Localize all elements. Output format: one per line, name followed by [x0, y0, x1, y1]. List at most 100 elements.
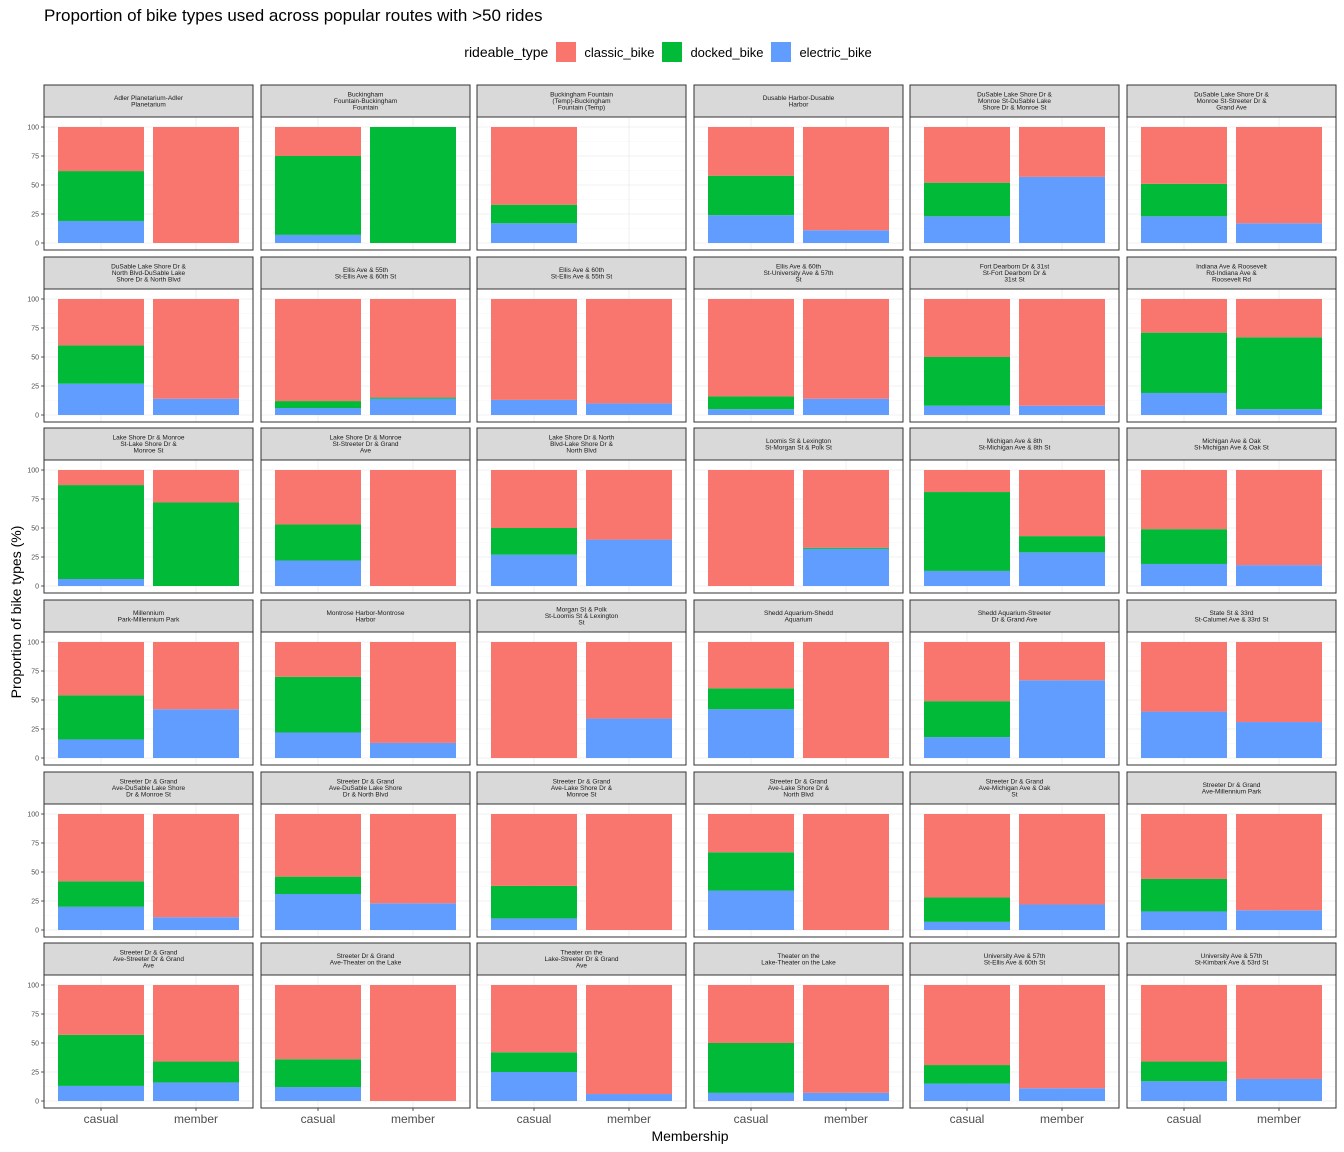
facet-strip-label: Dr & North Blvd: [343, 792, 389, 799]
bar-casual-docked-bike: [275, 676, 361, 733]
bar-casual-docked-bike: [58, 485, 144, 580]
bar-casual-electric-bike: [1141, 711, 1227, 758]
bar-member-classic-bike: [370, 470, 456, 586]
facet-strip: [693, 771, 904, 805]
facet-strip-label: Shedd Aquarium-Streeter: [978, 610, 1052, 617]
bar-casual-classic-bike: [708, 299, 794, 397]
x-tick-label-member: member: [1257, 1112, 1301, 1126]
y-tick-label: 75: [31, 668, 39, 675]
panel-border: [693, 288, 904, 423]
x-tick-label-member: member: [824, 1112, 868, 1126]
facet-strip: [1126, 427, 1337, 461]
facet-strip-label: Streeter Dr & Grand: [553, 779, 611, 786]
panel-border: [43, 631, 254, 766]
facet-strip-label: Ellis Ave & 60th: [559, 267, 604, 274]
bar-member-classic-bike: [1236, 814, 1322, 911]
bar-casual-classic-bike: [58, 642, 144, 696]
bar-member-electric-bike: [1019, 1088, 1105, 1101]
bar-casual-electric-bike: [491, 1072, 577, 1101]
facet-strip-label: Ave-Streeter Dr & Grand: [113, 956, 184, 963]
facet-strip-label: St-University Ave & 57th: [764, 270, 834, 277]
bar-casual-docked-bike: [491, 528, 577, 555]
bar-casual-classic-bike: [275, 642, 361, 677]
bar-member-classic-bike: [153, 985, 239, 1062]
bar-member-classic-bike: [1019, 814, 1105, 905]
bar-member-classic-bike: [803, 470, 889, 548]
bar-member-classic-bike: [586, 470, 672, 540]
bar-casual-electric-bike: [924, 1083, 1010, 1101]
panel-border: [476, 803, 687, 938]
facet-strip-label: Monroe St-Streeter Dr &: [1196, 98, 1267, 105]
facet-strip-label: State St & 33rd: [1209, 610, 1253, 617]
facet-strip-label: Millennium: [133, 610, 164, 617]
panel-border: [693, 459, 904, 594]
bar-member-classic-bike: [153, 642, 239, 710]
facet-strip: [43, 427, 254, 461]
bar-member-classic-bike: [803, 814, 889, 930]
facet-strip-label: 31st St: [1004, 277, 1024, 284]
panel-border: [1126, 631, 1337, 766]
facet-strip-label: North Blvd: [783, 792, 814, 799]
bar-member-electric-bike: [370, 742, 456, 758]
bar-casual-docked-bike: [58, 695, 144, 740]
facet-strip: [909, 599, 1120, 633]
bar-casual-docked-bike: [275, 524, 361, 561]
bar-casual-docked-bike: [275, 156, 361, 235]
bar-casual-electric-bike: [275, 894, 361, 930]
bar-member-electric-bike: [153, 1082, 239, 1101]
facet-strip-label: Ellis Ave & 60th: [776, 264, 821, 271]
y-tick-label: 75: [31, 496, 39, 503]
facet-strip-label: St-Michigan Ave & Oak St: [1194, 444, 1269, 451]
x-tick-label-member: member: [391, 1112, 435, 1126]
facet-strip-label: Shore Dr & Monroe St: [983, 105, 1047, 112]
facet-strip-label: Ave-Theater on the Lake: [330, 959, 402, 966]
legend-label-classic-bike: classic_bike: [584, 44, 655, 60]
y-tick-label: 25: [31, 1069, 39, 1076]
bar-casual-docked-bike: [491, 885, 577, 919]
y-tick-label: 25: [31, 383, 39, 390]
bar-member-classic-bike: [153, 299, 239, 399]
bar-member-electric-bike: [1236, 565, 1322, 586]
bar-casual-electric-bike: [924, 405, 1010, 415]
bar-member-docked-bike: [153, 502, 239, 586]
legend-label-docked-bike: docked_bike: [690, 44, 764, 60]
facet-strip-label: Monroe St: [567, 792, 597, 799]
facet-strip: [476, 942, 687, 976]
x-tick-label-member: member: [607, 1112, 651, 1126]
x-tick-label-casual: casual: [84, 1112, 119, 1126]
facet-strip-label: Streeter Dr & Grand: [120, 779, 178, 786]
facet-strip-label: Ave-DuSable Lake Shore: [112, 785, 186, 792]
facet-strip-label: DuSable Lake Shore Dr &: [1194, 92, 1269, 99]
facet-strip-label: Fort Dearborn Dr & 31st: [980, 264, 1050, 271]
y-tick-label: 0: [35, 1098, 39, 1105]
legend-item-electric-bike: electric_bike: [771, 42, 872, 62]
y-tick-label: 50: [31, 697, 39, 704]
y-tick-label: 75: [31, 1011, 39, 1018]
bar-member-classic-bike: [153, 127, 239, 243]
facet-strip-label: Rd-Indiana Ave &: [1206, 270, 1257, 277]
legend-item-classic-bike: classic_bike: [556, 42, 654, 62]
bar-casual-classic-bike: [58, 814, 144, 882]
facet-strip-label: Park-Millennium Park: [118, 616, 181, 623]
facet-strip-label: St-Calumet Ave & 33rd St: [1195, 616, 1269, 623]
facet-strip-label: St: [578, 620, 584, 627]
bar-casual-docked-bike: [491, 204, 577, 224]
bar-casual-docked-bike: [924, 897, 1010, 922]
bar-casual-docked-bike: [275, 876, 361, 895]
bar-member-electric-bike: [370, 903, 456, 930]
bar-member-electric-bike: [1236, 1078, 1322, 1101]
bar-member-electric-bike: [370, 398, 456, 415]
bar-member-classic-bike: [370, 985, 456, 1101]
facet-strip-label: Grand Ave: [1216, 105, 1247, 112]
facet-strip-label: Theater on the: [560, 950, 603, 957]
bar-member-electric-bike: [803, 1092, 889, 1101]
bar-casual-electric-bike: [58, 220, 144, 243]
facet-strip: [476, 427, 687, 461]
facet-strip-label: Harbor: [789, 101, 810, 108]
facet-strip-label: Morgan St & Polk: [556, 607, 607, 614]
facet-strip-label: Streeter Dr & Grand: [770, 779, 828, 786]
bar-member-electric-bike: [586, 1094, 672, 1101]
panel-border: [260, 459, 471, 594]
facet-strip-label: St-Ellis Ave & 60th St: [335, 273, 396, 280]
facet-strip-label: Ave-Millennium Park: [1202, 788, 1262, 795]
